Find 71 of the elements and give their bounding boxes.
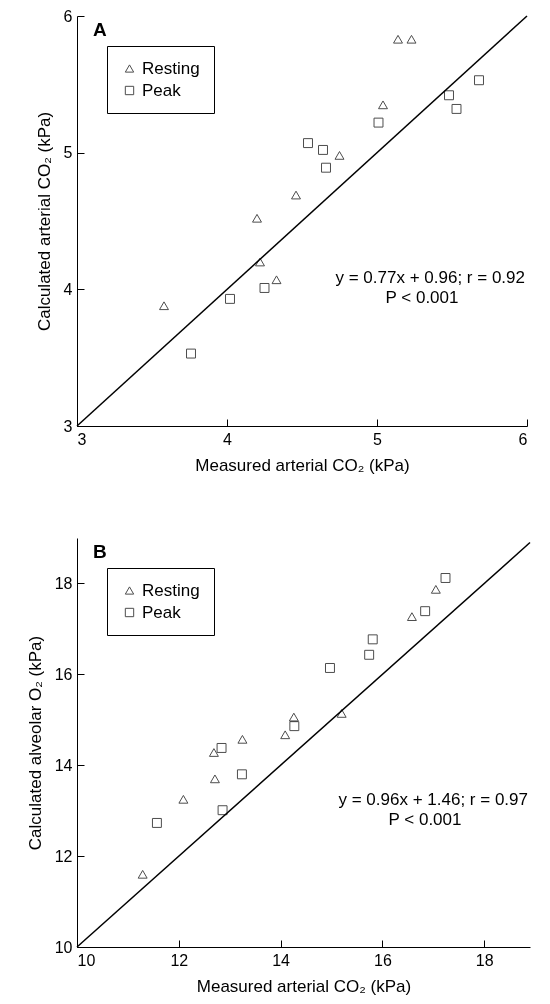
point bbox=[430, 584, 441, 594]
point bbox=[288, 712, 299, 722]
x-axis-title: Measured arterial CO₂ (kPa) bbox=[196, 976, 412, 996]
point bbox=[367, 634, 378, 645]
point bbox=[336, 709, 347, 718]
annotation: P < 0.001 bbox=[388, 809, 462, 829]
point bbox=[334, 151, 345, 160]
x-tick-label: 10 bbox=[77, 951, 96, 969]
legend-label: Peak bbox=[142, 80, 182, 100]
point bbox=[318, 144, 328, 155]
x-tick-label: 18 bbox=[475, 951, 494, 969]
point bbox=[373, 117, 384, 128]
point bbox=[378, 100, 388, 110]
legend-label: Peak bbox=[142, 602, 182, 622]
y-axis-title: Calculated arterial CO₂ (kPa) bbox=[34, 111, 54, 332]
point bbox=[209, 774, 220, 784]
point bbox=[291, 190, 301, 200]
legend-label: Resting bbox=[142, 580, 200, 600]
point bbox=[255, 257, 265, 267]
x-axis-title: Measured arterial CO₂ (kPa) bbox=[195, 455, 410, 475]
point bbox=[217, 805, 228, 816]
x-tick-label: 6 bbox=[518, 430, 528, 448]
point bbox=[321, 162, 331, 173]
y-tick-label: 10 bbox=[54, 938, 73, 956]
y-tick-label: 12 bbox=[54, 847, 73, 865]
point bbox=[208, 748, 219, 757]
point bbox=[259, 282, 270, 293]
y-tick-label: 16 bbox=[54, 665, 73, 683]
x-tick-label: 12 bbox=[170, 951, 189, 969]
point bbox=[186, 348, 196, 359]
point bbox=[271, 275, 282, 285]
point bbox=[325, 663, 335, 673]
y-tick-label: 3 bbox=[63, 417, 73, 435]
point bbox=[159, 301, 169, 311]
point bbox=[216, 742, 227, 753]
chart-title: B bbox=[93, 541, 107, 562]
point bbox=[474, 75, 484, 86]
chart-title: A bbox=[93, 19, 107, 40]
legend-label: Resting bbox=[142, 58, 200, 78]
point bbox=[444, 90, 454, 101]
point bbox=[420, 606, 431, 617]
x-tick-label: 5 bbox=[373, 430, 383, 448]
x-tick-label: 3 bbox=[77, 430, 87, 448]
point bbox=[178, 794, 189, 804]
point bbox=[236, 769, 247, 780]
x-tick-label: 14 bbox=[272, 951, 291, 969]
annotation: y = 0.96x + 1.46; r = 0.97 bbox=[338, 789, 528, 809]
annotation: P < 0.001 bbox=[385, 288, 459, 308]
annotation: y = 0.77x + 0.96; r = 0.92 bbox=[335, 268, 525, 288]
point bbox=[252, 213, 262, 223]
y-tick-label: 5 bbox=[63, 144, 73, 162]
point bbox=[393, 34, 403, 44]
point bbox=[280, 730, 291, 740]
point bbox=[289, 721, 300, 732]
point bbox=[364, 649, 375, 660]
y-tick-label: 14 bbox=[54, 756, 73, 774]
point bbox=[151, 817, 162, 828]
point bbox=[406, 612, 417, 621]
y-tick-label: 4 bbox=[63, 280, 73, 298]
point bbox=[137, 869, 148, 879]
point bbox=[303, 138, 313, 149]
y-axis-title: Calculated alveolar O₂ (kPa) bbox=[25, 635, 45, 851]
point bbox=[440, 573, 451, 583]
x-tick-label: 16 bbox=[373, 951, 392, 969]
y-tick-label: 6 bbox=[63, 7, 73, 25]
y-tick-label: 18 bbox=[54, 574, 73, 592]
point bbox=[406, 34, 417, 44]
point bbox=[451, 103, 462, 114]
x-tick-label: 4 bbox=[223, 430, 233, 448]
point bbox=[225, 293, 235, 304]
point bbox=[237, 734, 248, 744]
